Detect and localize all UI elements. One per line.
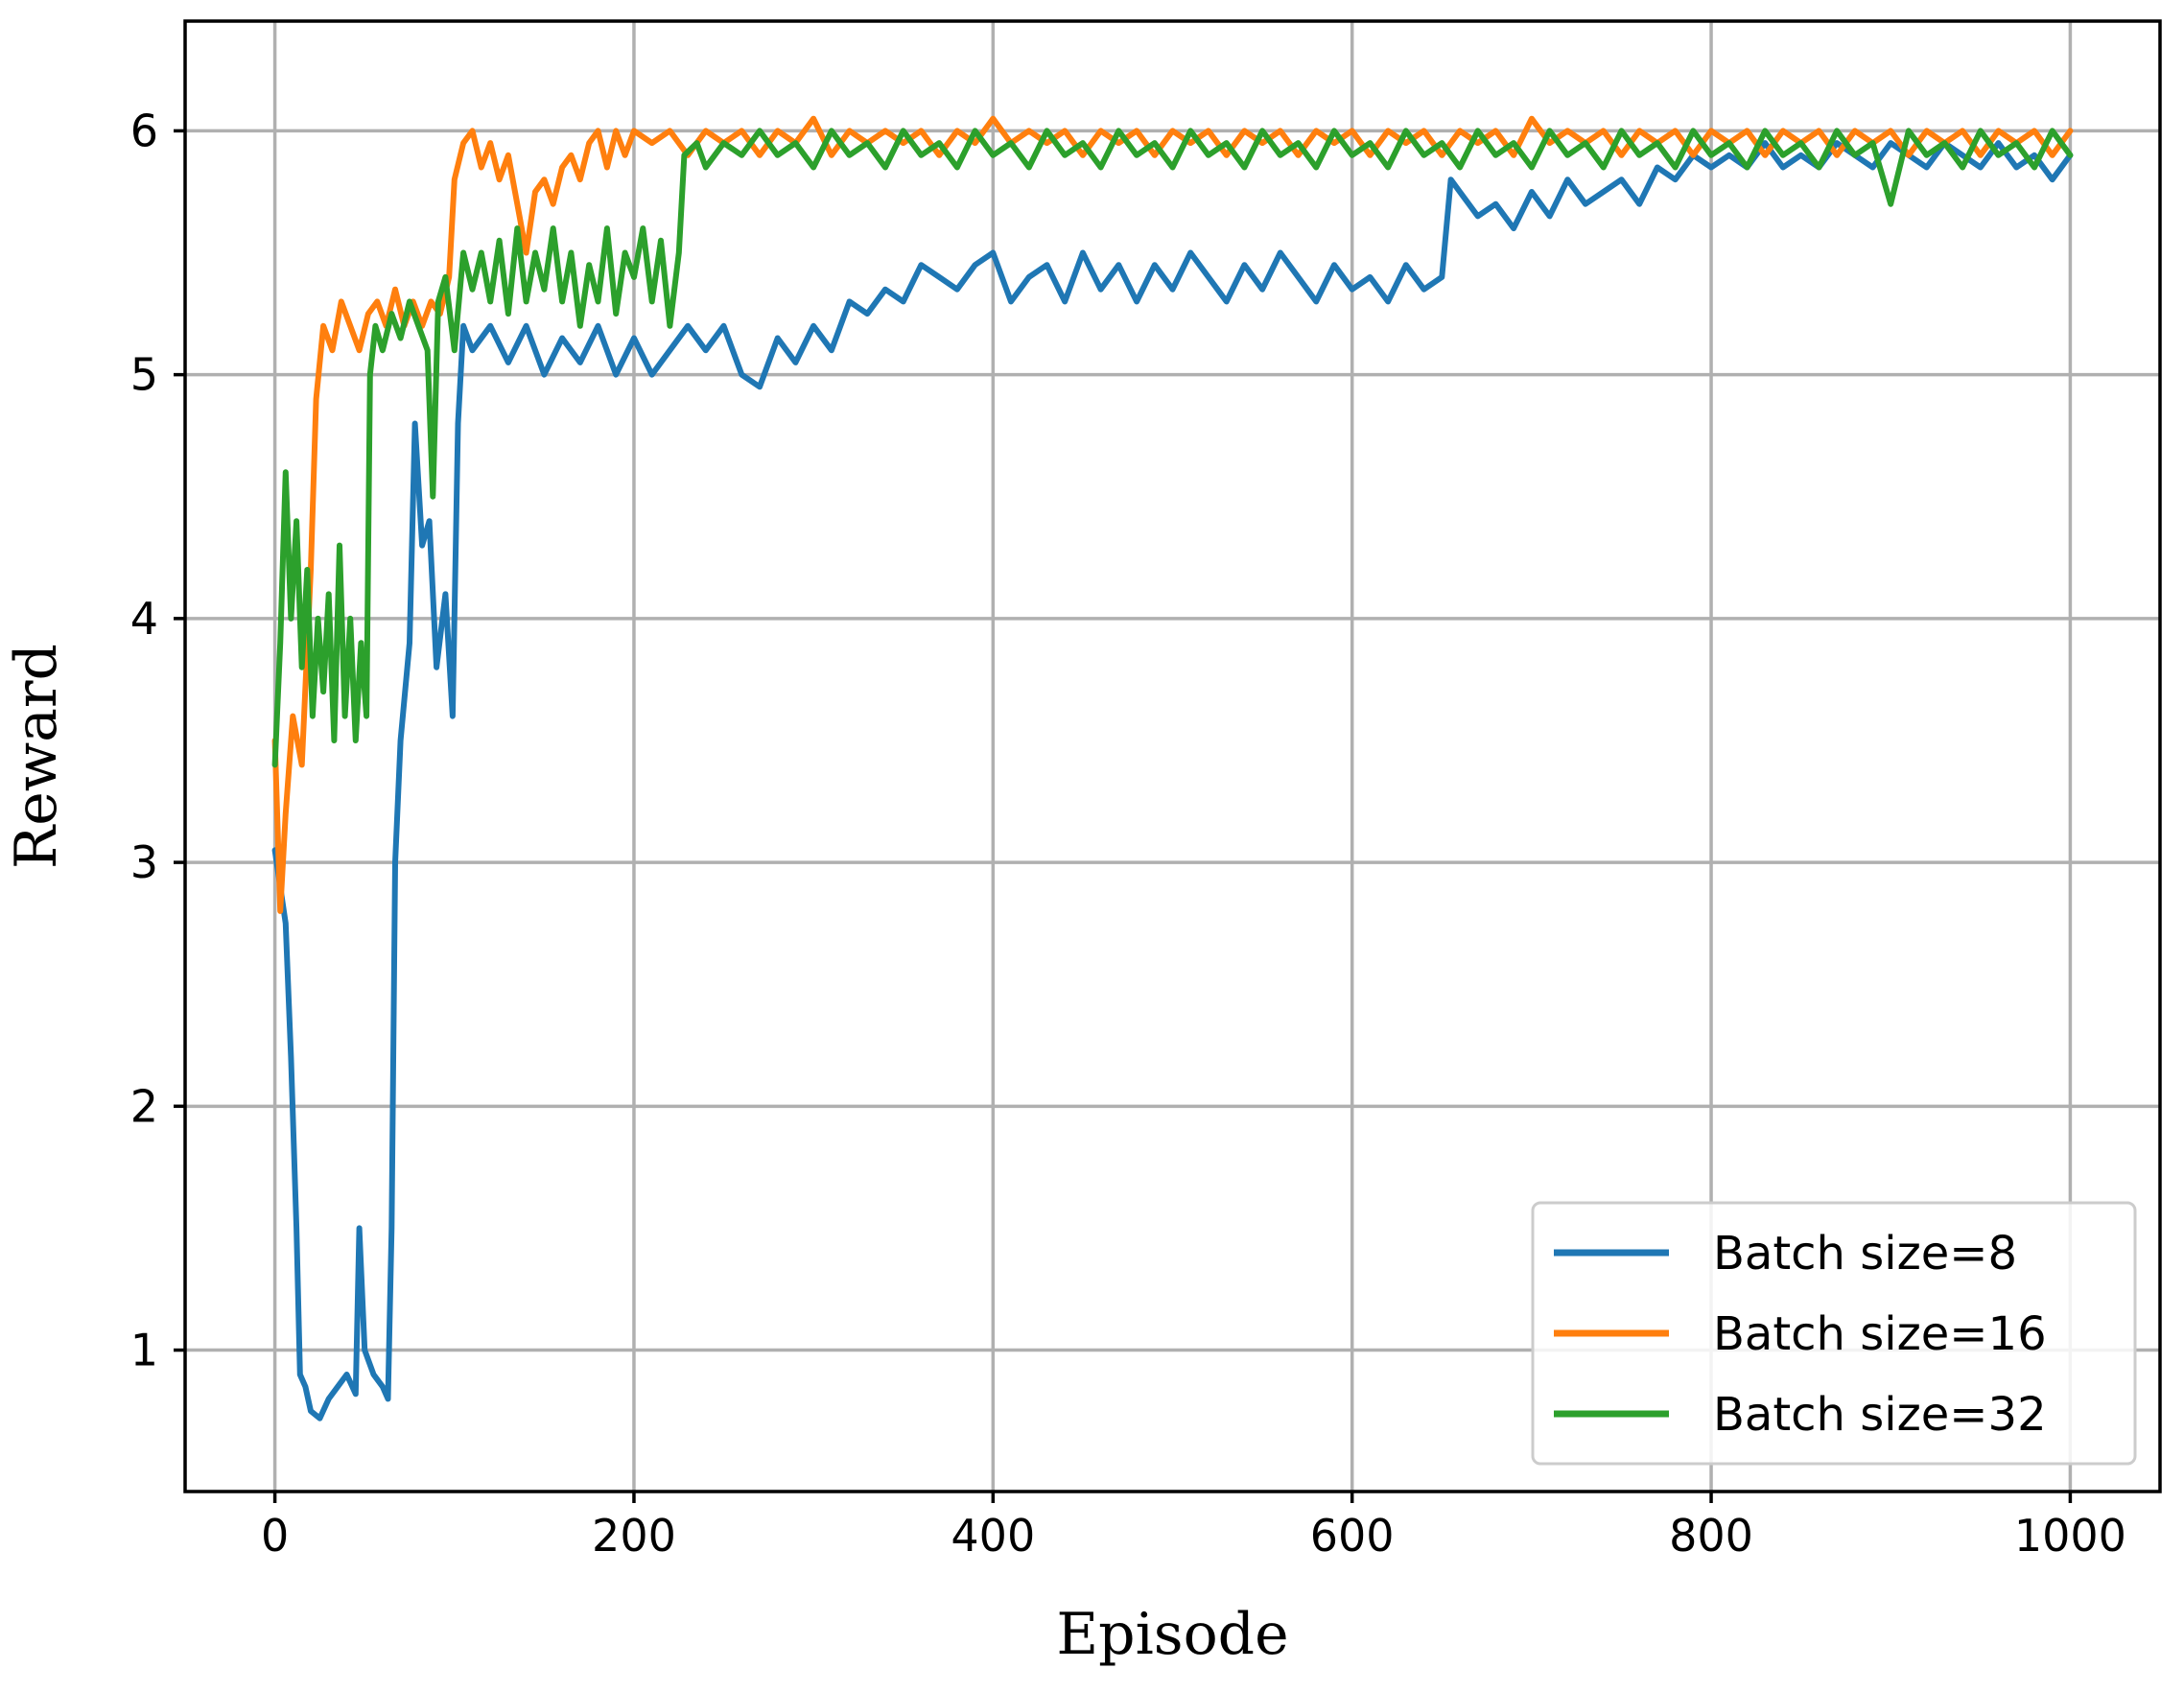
plot-area-frame [183, 19, 2162, 1493]
series-line-2 [271, 115, 2074, 914]
x-tick-label: 200 [592, 1510, 676, 1562]
y-tick-label: 6 [130, 105, 158, 156]
axis-ticks: 0 200 400 600 800 1000 1 2 3 4 5 6 [130, 105, 2126, 1562]
series-line-1 [271, 140, 2074, 1422]
legend-label-batch-16: Batch size=16 [1713, 1307, 2047, 1361]
series-line-3 [271, 128, 2074, 768]
y-tick-label: 1 [130, 1325, 158, 1376]
legend-label-batch-32: Batch size=32 [1713, 1388, 2047, 1442]
y-tick-label: 4 [130, 593, 158, 645]
y-tick-label: 5 [130, 349, 158, 401]
legend-box [1531, 1201, 2137, 1466]
x-tick-label: 800 [1669, 1510, 1753, 1562]
series-lines [271, 115, 2074, 1422]
legend: Batch size=8 Batch size=16 Batch size=32 [1531, 1201, 2137, 1466]
x-tick-label: 1000 [2014, 1510, 2126, 1562]
legend-label-batch-8: Batch size=8 [1713, 1227, 2017, 1281]
y-tick-label: 3 [130, 836, 158, 888]
x-tick-label: 600 [1310, 1510, 1395, 1562]
y-axis-title: Reward [3, 644, 70, 869]
y-tick-label: 2 [130, 1080, 158, 1132]
x-tick-label: 0 [261, 1510, 289, 1562]
grid-lines [185, 21, 2160, 1492]
x-axis-title: Episode [1056, 1601, 1288, 1668]
x-tick-label: 400 [951, 1510, 1035, 1562]
